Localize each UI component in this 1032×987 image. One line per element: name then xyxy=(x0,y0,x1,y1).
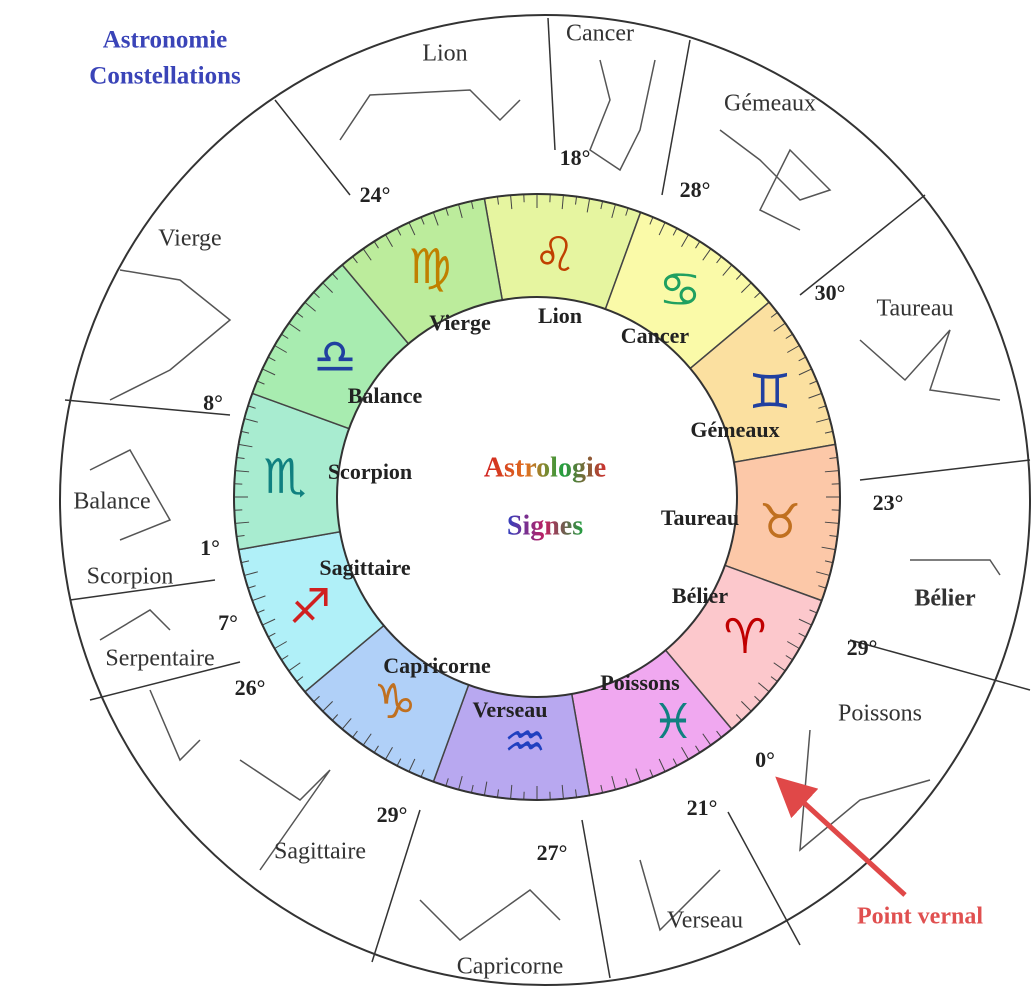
sign-name: Vierge xyxy=(429,310,491,335)
zodiac-diagram: ♌Lion♋Cancer♊Gémeaux♉Taureau♈Bélier♓Pois… xyxy=(0,0,1032,987)
sign-symbol: ♊ xyxy=(748,364,791,420)
sign-symbol: ♍ xyxy=(408,239,451,295)
border-line xyxy=(662,40,690,195)
border-line xyxy=(372,810,420,962)
degree-label: 23° xyxy=(873,490,904,515)
degree-label: 1° xyxy=(200,535,220,560)
degree-label: 0° xyxy=(755,747,775,772)
sign-name: Taureau xyxy=(661,505,739,530)
sign-name: Gémeaux xyxy=(690,417,779,442)
constellation-name: Capricorne xyxy=(457,954,564,980)
border-line xyxy=(275,100,350,195)
degree-label: 28° xyxy=(680,177,711,202)
sign-symbol: ♏ xyxy=(263,449,306,505)
center-line2: Signes xyxy=(507,510,583,541)
sign-symbol: ♋ xyxy=(658,262,701,318)
center-line1: Astrologie xyxy=(484,452,606,483)
constellation-name: Vierge xyxy=(158,226,221,252)
degree-label: 24° xyxy=(360,182,391,207)
title-line1: Astronomie xyxy=(103,27,228,54)
sign-symbol: ♎ xyxy=(313,329,356,385)
sign-name: Bélier xyxy=(672,583,728,608)
degree-label: 7° xyxy=(218,610,238,635)
constellation-name: Lion xyxy=(422,41,467,67)
sign-name: Balance xyxy=(348,383,423,408)
sign-symbol: ♈ xyxy=(723,609,766,665)
sign-symbol: ♐ xyxy=(288,579,331,635)
constellation-name: Verseau xyxy=(667,908,743,934)
point-vernal: Point vernal xyxy=(857,904,983,930)
constellation-name: Cancer xyxy=(566,21,634,47)
sign-name: Sagittaire xyxy=(319,555,410,580)
sign-name: Cancer xyxy=(621,323,690,348)
sign-symbol: ♓ xyxy=(651,694,694,750)
constellation-name: Gémeaux xyxy=(724,91,816,117)
border-line xyxy=(582,820,610,978)
sign-name: Scorpion xyxy=(328,459,412,484)
constellation-name: Balance xyxy=(73,489,150,515)
degree-label: 8° xyxy=(203,390,223,415)
degree-label: 29° xyxy=(847,635,878,660)
constellation-name: Poissons xyxy=(838,701,922,727)
degree-label: 27° xyxy=(537,840,568,865)
sign-name: Capricorne xyxy=(383,653,491,678)
sign-name: Lion xyxy=(538,303,582,328)
degree-label: 18° xyxy=(560,145,591,170)
constellation-name: Scorpion xyxy=(87,564,174,590)
border-line xyxy=(860,460,1030,480)
degree-label: 29° xyxy=(377,802,408,827)
title-line2: Constellations xyxy=(89,63,241,90)
constellation-name: Serpentaire xyxy=(105,646,214,672)
sign-name: Verseau xyxy=(473,697,548,722)
degree-label: 26° xyxy=(235,675,266,700)
inner-circle xyxy=(337,297,737,697)
degree-label: 30° xyxy=(815,280,846,305)
sign-symbol: ♉ xyxy=(758,494,801,550)
sign-symbol: ♒ xyxy=(503,714,546,770)
constellation-name: Sagittaire xyxy=(274,839,366,865)
sign-symbol: ♌ xyxy=(533,227,576,283)
sign-symbol: ♑ xyxy=(373,674,416,730)
border-line xyxy=(548,18,555,150)
degree-label: 21° xyxy=(687,795,718,820)
constellation-name: Taureau xyxy=(877,296,954,322)
sign-name: Poissons xyxy=(600,670,680,695)
constellation-name: Bélier xyxy=(914,586,976,612)
